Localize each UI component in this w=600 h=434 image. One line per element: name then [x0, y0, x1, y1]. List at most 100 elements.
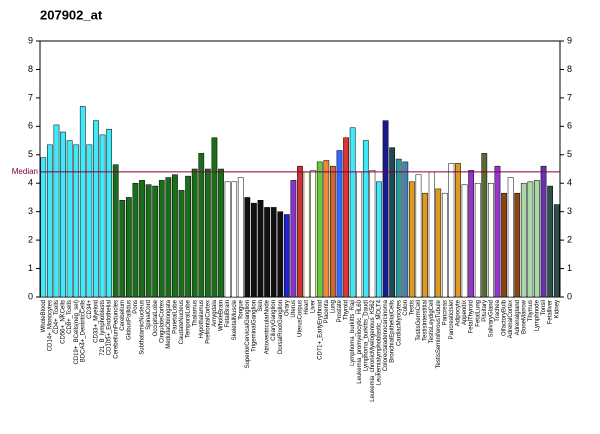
bar [73, 144, 80, 298]
x-tick-label: BoneMarrow [521, 299, 527, 334]
bar [290, 180, 297, 298]
x-tick-label: CD33+_Myeloid [94, 300, 100, 343]
bar [435, 188, 442, 298]
x-tick-label: Thalamus [192, 300, 198, 326]
bar [112, 164, 119, 298]
bar [534, 180, 540, 298]
x-tick-label: DorsalRootGanglion [278, 300, 284, 354]
x-tick-label: Leukemia_promyelocytic_HL60 [357, 299, 363, 383]
x-tick-label: TemporalLobe [186, 299, 192, 338]
bar [323, 160, 330, 298]
bar [172, 174, 178, 298]
bar [231, 181, 238, 298]
y-tick-label: 3 [28, 206, 33, 216]
bar [60, 131, 66, 298]
x-tick-label: AdrenalCortex [508, 300, 514, 338]
x-tick-label: Thyroid [344, 300, 350, 320]
x-tick-label: Lymphnode [535, 299, 541, 331]
y2-tick-label: 2 [567, 234, 572, 244]
x-tick-label: Tonsil [541, 300, 547, 315]
bar [204, 168, 211, 298]
x-tick-label: CerebellumPeduncles [113, 300, 119, 359]
bar [132, 182, 139, 298]
bar [514, 192, 521, 298]
bar [283, 214, 290, 298]
bar [86, 144, 93, 298]
x-tick-label: UterusCorpus [298, 300, 304, 337]
x-tick-label: Trachea [495, 299, 501, 321]
x-tick-label: CD56+_NKCells [61, 300, 67, 344]
bar [191, 168, 198, 298]
bar [474, 182, 481, 298]
bar [93, 120, 99, 298]
x-tick-label: CiliaryGanglion [271, 300, 277, 341]
bar [336, 150, 343, 298]
bar [264, 207, 270, 298]
y2-tick-label: 9 [567, 35, 572, 45]
y-tick-label: 9 [28, 35, 33, 45]
bar [303, 171, 310, 298]
bar [376, 181, 382, 298]
bar [409, 181, 415, 298]
x-tick-label: Liver [311, 300, 317, 313]
bar [316, 161, 323, 298]
x-tick-label: CD14+_Monocytes [47, 300, 53, 351]
x-tick-label: BronchialEpithelialCells [390, 300, 396, 363]
y2-tick-label: 4 [567, 178, 572, 188]
bar [481, 153, 488, 298]
bar [139, 180, 145, 298]
x-tick-label: FetalThyroid [469, 300, 475, 333]
x-tick-label: CD105+_Endothelial [107, 300, 113, 355]
x-tick-label: OccipitalLobe [153, 299, 159, 336]
x-tick-label: CaudateNucleus [179, 300, 185, 344]
bar [356, 171, 363, 298]
y2-tick-label: 6 [567, 121, 572, 131]
bar [185, 175, 191, 298]
bar [119, 200, 126, 298]
x-tick-label: TestisSeminiferousTubule [436, 299, 442, 368]
bar [553, 204, 560, 298]
x-tick-label: Thymus [528, 300, 534, 321]
bar [330, 165, 336, 298]
x-tick-label: Lymphoma_burkitts_Daudi [363, 300, 369, 371]
bar [455, 163, 461, 298]
bar [310, 170, 317, 298]
x-tick-label: CingulateCortex [159, 300, 165, 343]
x-tick-label: Lung [330, 300, 336, 313]
bar [369, 170, 376, 298]
median-label: Median [12, 167, 38, 176]
x-tick-label: Heart [304, 300, 310, 315]
bar [362, 140, 369, 298]
x-tick-label: Leukemialymphoblastic_MOLT4 [377, 299, 383, 385]
chart-title: 207902_at [40, 7, 103, 22]
bar [422, 192, 428, 298]
bar [468, 170, 475, 298]
bar [382, 120, 389, 298]
bar [99, 134, 106, 298]
x-tick-label: Tongue [238, 299, 244, 319]
x-tick-label: FetalBrain [225, 300, 231, 327]
bar [218, 168, 224, 298]
bar [540, 165, 547, 298]
y2-tick-label: 8 [567, 64, 572, 74]
y-tick-label: 4 [28, 178, 33, 188]
bar [507, 177, 514, 298]
bar [125, 197, 132, 298]
x-tick-label: WholeBrain [219, 300, 225, 331]
x-tick-label: ParietalLobe [173, 299, 179, 333]
x-tick-label: Amygdala [212, 299, 218, 326]
y-tick-label: 6 [28, 121, 33, 131]
x-tick-label: TestisLeydigCell [429, 300, 435, 343]
x-tick-label: Fetalliver [548, 300, 554, 324]
y-tick-label: 5 [28, 149, 33, 159]
bar [158, 180, 165, 298]
x-tick-label: CardiacMyocytes [396, 300, 402, 346]
x-tick-label: TrigeminalGanglion [252, 300, 258, 352]
x-tick-label: Kidney [554, 300, 560, 318]
x-tick-label: Skin [258, 300, 264, 312]
x-tick-label: CD4+_Tcells [54, 300, 60, 334]
x-tick-label: SuperiorCervicalGanglion [245, 300, 251, 368]
x-tick-label: Leukemia_chronicMyelogenous_K562 [370, 299, 376, 401]
